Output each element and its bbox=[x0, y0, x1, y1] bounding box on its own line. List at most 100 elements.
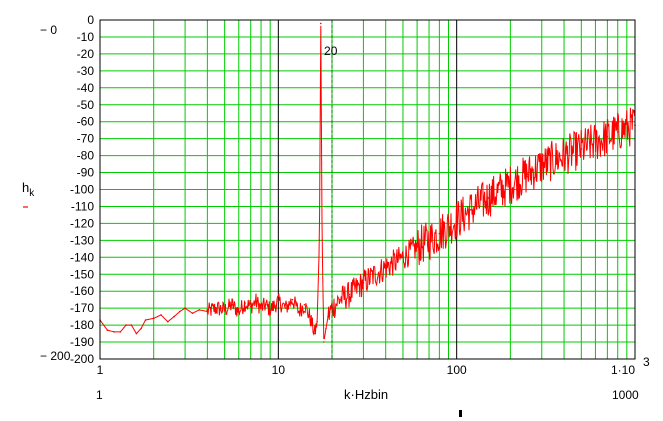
data-point bbox=[297, 310, 300, 313]
data-point bbox=[416, 246, 418, 248]
y-tick-label: -10 bbox=[77, 30, 95, 44]
y-axis-label: hk bbox=[22, 180, 35, 199]
marker-layer: 20 bbox=[324, 20, 338, 359]
data-point bbox=[362, 281, 365, 284]
data-point bbox=[469, 209, 472, 211]
data-point bbox=[191, 312, 194, 315]
data-point bbox=[325, 327, 327, 330]
data-point bbox=[321, 239, 323, 242]
data-point bbox=[526, 173, 529, 176]
data-point bbox=[374, 273, 377, 276]
data-point bbox=[106, 329, 109, 331]
data-point bbox=[428, 239, 430, 242]
data-point bbox=[384, 266, 387, 269]
data-point bbox=[616, 131, 619, 133]
y-tick-label: -190 bbox=[70, 335, 94, 349]
data-point bbox=[269, 309, 271, 311]
data-point bbox=[160, 314, 162, 316]
data-point bbox=[316, 320, 318, 323]
data-point bbox=[198, 309, 201, 311]
data-point bbox=[255, 300, 257, 303]
data-point bbox=[348, 293, 351, 296]
y-tick-label: -120 bbox=[70, 216, 94, 230]
x-bound-left-label: 1 bbox=[96, 388, 103, 402]
data-point bbox=[244, 302, 246, 304]
y-tick-label: -60 bbox=[77, 115, 95, 129]
x-tick-label: 1·10 bbox=[611, 363, 635, 377]
data-point bbox=[173, 315, 175, 318]
data-point bbox=[130, 324, 133, 326]
y-tick-label: -50 bbox=[77, 98, 95, 112]
data-point bbox=[291, 298, 294, 301]
data-point bbox=[184, 307, 186, 309]
series-layer bbox=[99, 22, 636, 343]
marker-label: 20 bbox=[324, 44, 338, 58]
cursor-mark bbox=[459, 410, 462, 417]
y-tick-label: -70 bbox=[77, 132, 95, 146]
y-tick-label: -180 bbox=[70, 318, 94, 332]
data-point bbox=[167, 320, 169, 323]
y-tick-label: -150 bbox=[70, 267, 94, 281]
data-point bbox=[455, 219, 458, 221]
y-tick-label: -90 bbox=[77, 166, 95, 180]
data-point bbox=[540, 164, 543, 167]
x-bound-right-label: 1000 bbox=[612, 388, 639, 402]
x-tick-labels: 1 10 100 1·10 3 bbox=[97, 355, 650, 377]
data-point bbox=[606, 136, 609, 138]
y-tick-label: -100 bbox=[70, 183, 94, 197]
y-tick-labels: 0 -10 -20 -30 -40 -50 -60 -70 -80 -90 -100 -110 -120… bbox=[70, 13, 94, 366]
data-point bbox=[135, 332, 138, 335]
y-tick-label: -80 bbox=[77, 149, 95, 163]
y-tick-label: -130 bbox=[70, 233, 94, 247]
data-point bbox=[580, 148, 583, 150]
data-point bbox=[152, 317, 155, 320]
y-tick-label: -140 bbox=[70, 250, 94, 264]
data-point bbox=[318, 239, 321, 242]
data-point bbox=[594, 141, 597, 143]
y-axis-label-sub: k bbox=[29, 188, 35, 199]
data-point bbox=[338, 298, 341, 301]
data-point bbox=[313, 332, 316, 335]
y-tick-label: -40 bbox=[77, 81, 95, 95]
x-tick-label: 1 bbox=[97, 363, 104, 377]
data-point bbox=[487, 197, 489, 199]
data-point bbox=[140, 327, 142, 330]
y-tick-label: -20 bbox=[77, 47, 95, 61]
data-point bbox=[125, 324, 127, 326]
data-point bbox=[144, 319, 147, 321]
y-tick-label: -160 bbox=[70, 284, 94, 298]
data-point bbox=[119, 331, 122, 333]
x-axis-label: k·Hzbin bbox=[344, 387, 388, 402]
y-tick-label: -30 bbox=[77, 64, 95, 78]
data-point bbox=[563, 154, 565, 157]
data-point bbox=[284, 307, 287, 309]
data-point bbox=[215, 307, 218, 309]
data-point bbox=[113, 331, 115, 333]
data-point bbox=[509, 183, 512, 186]
y-bound-bottom-label: − 200 bbox=[40, 349, 71, 363]
y-bound-top-label: − 0 bbox=[40, 23, 57, 37]
data-point bbox=[178, 310, 181, 313]
data-point bbox=[319, 22, 322, 25]
data-point bbox=[277, 300, 280, 303]
data-point bbox=[231, 303, 233, 306]
x-tick-exponent: 3 bbox=[643, 355, 650, 369]
y-tick-label: -170 bbox=[70, 301, 94, 315]
y-tick-label: -110 bbox=[71, 199, 94, 213]
x-tick-label: 100 bbox=[447, 363, 467, 377]
data-point bbox=[303, 303, 306, 306]
data-point bbox=[223, 309, 226, 311]
y-tick-label: 0 bbox=[87, 13, 94, 27]
data-point bbox=[327, 315, 329, 318]
data-point bbox=[264, 303, 267, 306]
series-line bbox=[99, 25, 636, 340]
data-point bbox=[323, 341, 325, 343]
x-tick-label: 10 bbox=[272, 363, 286, 377]
data-point bbox=[438, 232, 441, 235]
plot-frame bbox=[99, 19, 636, 360]
grid-lines bbox=[99, 19, 636, 360]
data-point bbox=[402, 256, 404, 259]
y-axis-label-main: h bbox=[22, 180, 29, 195]
data-point bbox=[249, 305, 252, 308]
